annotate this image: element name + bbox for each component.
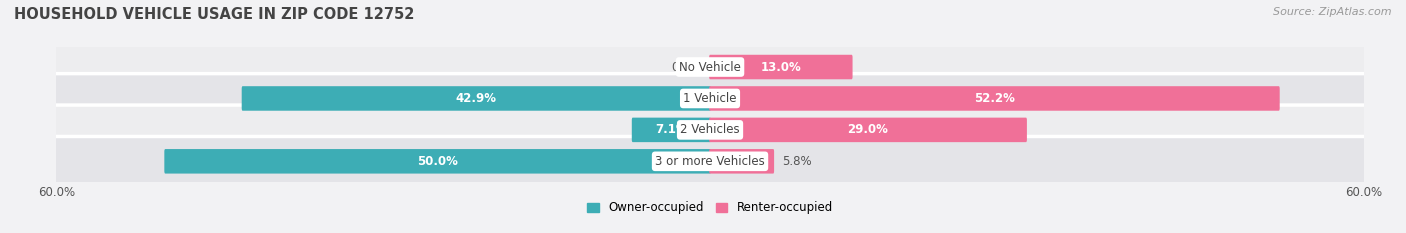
Text: 7.1%: 7.1% [655,123,688,136]
FancyBboxPatch shape [42,74,1378,123]
Text: 29.0%: 29.0% [848,123,889,136]
Text: 13.0%: 13.0% [761,61,801,74]
FancyBboxPatch shape [42,105,1378,155]
FancyBboxPatch shape [165,149,711,174]
Legend: Owner-occupied, Renter-occupied: Owner-occupied, Renter-occupied [582,197,838,219]
Text: 50.0%: 50.0% [418,155,458,168]
FancyBboxPatch shape [709,55,852,79]
FancyBboxPatch shape [709,86,1279,111]
FancyBboxPatch shape [631,118,711,142]
FancyBboxPatch shape [242,86,711,111]
Text: 5.8%: 5.8% [782,155,811,168]
Text: HOUSEHOLD VEHICLE USAGE IN ZIP CODE 12752: HOUSEHOLD VEHICLE USAGE IN ZIP CODE 1275… [14,7,415,22]
FancyBboxPatch shape [42,42,1378,92]
FancyBboxPatch shape [709,118,1026,142]
FancyBboxPatch shape [709,149,775,174]
Text: 3 or more Vehicles: 3 or more Vehicles [655,155,765,168]
Text: 52.2%: 52.2% [974,92,1015,105]
Text: 42.9%: 42.9% [456,92,496,105]
Text: Source: ZipAtlas.com: Source: ZipAtlas.com [1274,7,1392,17]
Text: 0.0%: 0.0% [672,61,702,74]
Text: 1 Vehicle: 1 Vehicle [683,92,737,105]
Text: No Vehicle: No Vehicle [679,61,741,74]
FancyBboxPatch shape [42,137,1378,186]
Text: 2 Vehicles: 2 Vehicles [681,123,740,136]
